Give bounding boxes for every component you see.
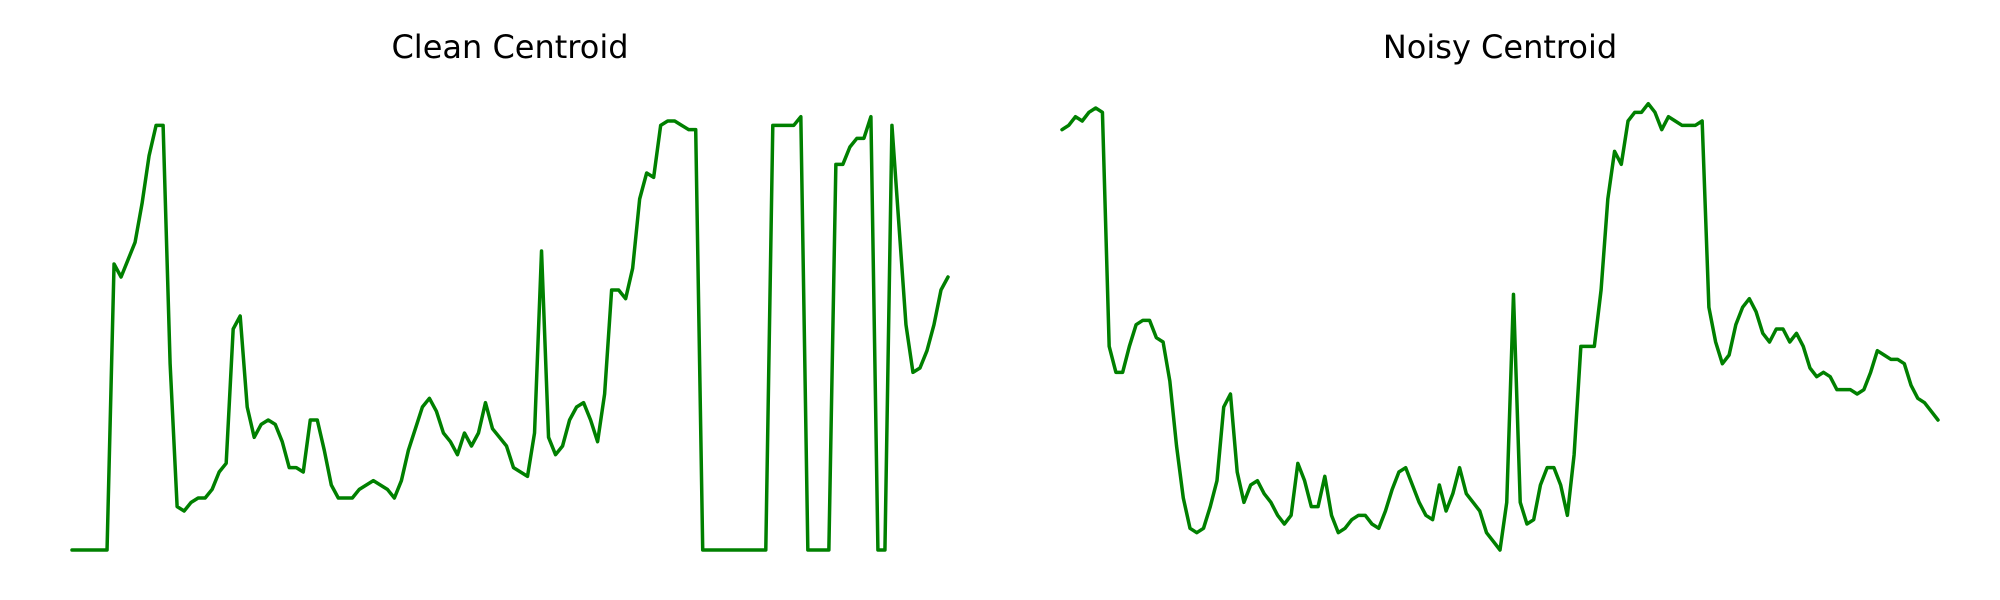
chart-panel-noisy-centroid: Noisy Centroid [1060,28,1940,552]
chart-title-noisy-centroid: Noisy Centroid [1383,28,1617,66]
chart-panel-clean-centroid: Clean Centroid [70,28,950,552]
series-line-clean-centroid [70,114,950,552]
series-line-noisy-centroid [1060,101,1940,552]
chart-title-clean-centroid: Clean Centroid [391,28,628,66]
